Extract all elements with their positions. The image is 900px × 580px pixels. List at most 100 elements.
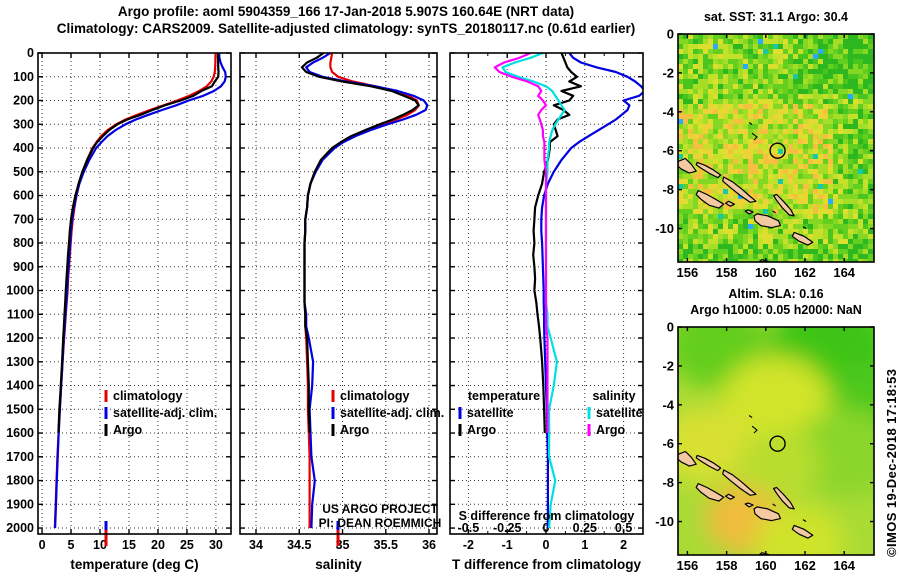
sst-pixel [788,194,793,199]
sst-pixel [808,49,813,54]
sst-pixel [808,149,813,154]
sst-pixel [773,249,778,254]
legend-label: satellite-adj. clim. [340,406,444,420]
sst-pixel [688,34,693,39]
x-tick-label: 35.5 [374,538,398,552]
sst-pixel [803,179,808,184]
sst-pixel [793,169,798,174]
sst-pixel [778,224,783,229]
sst-pixel [768,34,773,39]
sst-pixel [813,209,818,214]
sst-pixel [723,234,728,239]
sst-pixel [768,254,773,259]
sst-pixel [738,89,743,94]
sst-pixel [843,169,848,174]
sst-pixel [698,109,703,114]
sst-pixel [803,189,808,194]
sst-pixel [688,259,693,262]
sst-pixel [693,34,698,39]
sst-pixel [808,54,813,59]
sst-pixel [793,109,798,114]
sst-map-title: sat. SST: 31.1 Argo: 30.4 [703,10,849,24]
sst-pixel [863,189,868,194]
sst-pixel [723,69,728,74]
imos-watermark: ©IMOS 19-Dec-2018 17:18:53 [884,368,899,557]
sst-pixel [763,209,768,214]
sst-pixel [698,239,703,244]
plot-frame [239,52,438,535]
sst-pixel [778,184,783,189]
sst-pixel [698,134,703,139]
sst-pixel [703,39,708,44]
sst-pixel [798,139,803,144]
sst-pixel [788,229,793,234]
sst-pixel [778,64,783,69]
sst-pixel [683,49,688,54]
sst-pixel [753,259,758,262]
sst-pixel [718,249,723,254]
sst-pixel [748,104,753,109]
sst-pixel [833,259,838,262]
sst-pixel [858,159,863,164]
sst-pixel [808,104,813,109]
t-difference-axis-label: T difference from climatology [451,557,642,572]
sst-pixel [823,74,828,79]
sst-pixel [728,254,733,259]
sst-pixel [838,189,843,194]
sst-pixel [758,164,763,169]
sst-pixel [708,74,713,79]
sst-pixel [743,129,748,134]
sst-pixel [853,199,858,204]
temperature-axis-label: temperature (deg C) [70,557,199,572]
sst-pixel [758,34,763,39]
sst-pixel [688,174,693,179]
sst-pixel [868,144,873,149]
sst-pixel [833,39,838,44]
sst-pixel [753,84,758,89]
sst-pixel [758,114,763,119]
sst-pixel [783,229,788,234]
sst-pixel [723,164,728,169]
sst-pixel [733,204,738,209]
sla-blobs [678,327,874,555]
sst-pixel [748,149,753,154]
sst-pixel [823,249,828,254]
sst-pixel [698,49,703,54]
sst-pixel [793,74,798,79]
sst-pixel [713,184,718,189]
sst-pixel [683,84,688,89]
sst-pixel [773,94,778,99]
sst-pixel [803,124,808,129]
sst-pixel [713,79,718,84]
sst-pixel [828,199,833,204]
sst-pixel [763,244,768,249]
sst-pixel [833,94,838,99]
sst-pixel [743,114,748,119]
sst-pixel [813,154,818,159]
sst-pixel [823,154,828,159]
sst-pixel [708,244,713,249]
sst-pixel [858,209,863,214]
sst-pixel [863,174,868,179]
sst-pixel [753,169,758,174]
sst-pixel [683,149,688,154]
sst-pixel [703,179,708,184]
sst-pixel [718,114,723,119]
sst-pixel [868,54,873,59]
atoll [748,415,753,418]
sst-pixel [843,84,848,89]
sst-pixel [788,169,793,174]
sst-pixel [808,169,813,174]
sst-pixel [753,114,758,119]
sst-pixel [788,79,793,84]
sst-pixel [813,74,818,79]
sst-pixel [788,149,793,154]
legend-label: satellite [596,406,643,420]
sst-pixel [768,204,773,209]
sst-pixel [778,54,783,59]
sst-pixel [718,224,723,229]
temperature_profile-plot: 0100200300400500600700800900100011001200… [6,46,232,552]
sst-pixel [863,54,868,59]
sst-pixel [708,214,713,219]
sst-pixel [838,164,843,169]
